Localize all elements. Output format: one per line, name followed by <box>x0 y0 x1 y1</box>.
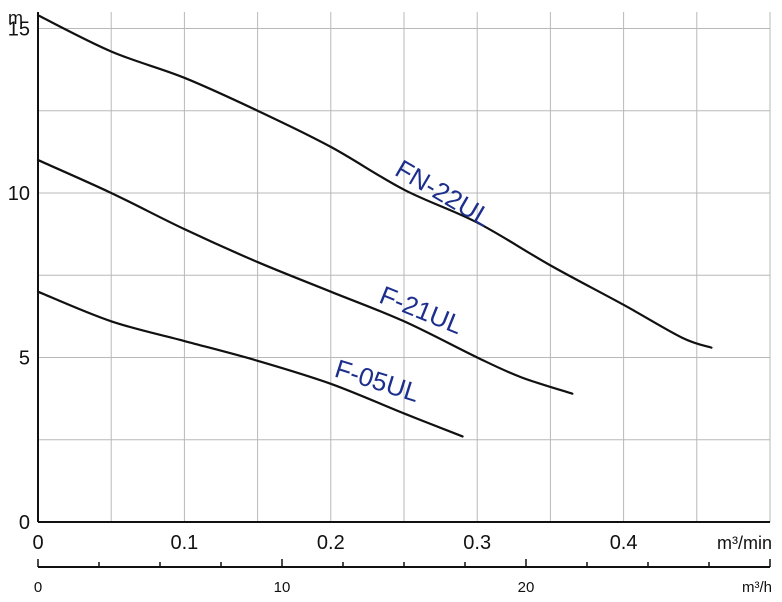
y-tick-label: 0 <box>19 512 30 534</box>
y-axis-unit-label: m <box>8 8 23 28</box>
series-layer <box>36 14 713 438</box>
x-tick-label: 0.1 <box>170 532 198 554</box>
x-tick-label: 0 <box>32 532 43 554</box>
x-axis-unit-label: m³/min <box>717 533 772 553</box>
x-tick-label: 0.4 <box>610 532 638 554</box>
grid-layer <box>38 12 771 522</box>
x-tick-label: 0.3 <box>463 532 491 554</box>
x-tick-label: 0.2 <box>317 532 345 554</box>
y-tick-label: 15 <box>8 18 30 40</box>
series-label-f-05ul: F-05UL <box>331 353 423 408</box>
series-line-f-21ul <box>36 158 574 395</box>
secondary-x-tick-label: 10 <box>274 579 291 596</box>
secondary-x-axis-unit-label: m³/h <box>742 579 772 596</box>
y-tick-label: 5 <box>19 347 30 369</box>
secondary-x-tick-label: 20 <box>518 579 535 596</box>
series-label-f-21ul: F-21UL <box>375 280 467 340</box>
secondary-x-tick-label: 0 <box>34 579 42 596</box>
axis-layer: 0 5 10 15m 0 0.1 0.2 0.3 0.4 m³/min 0 10 20 m³/h <box>8 8 772 596</box>
series-line-f-05ul <box>36 290 464 438</box>
y-tick-label: 10 <box>8 183 30 205</box>
series-line-fn-22ul <box>36 14 713 349</box>
